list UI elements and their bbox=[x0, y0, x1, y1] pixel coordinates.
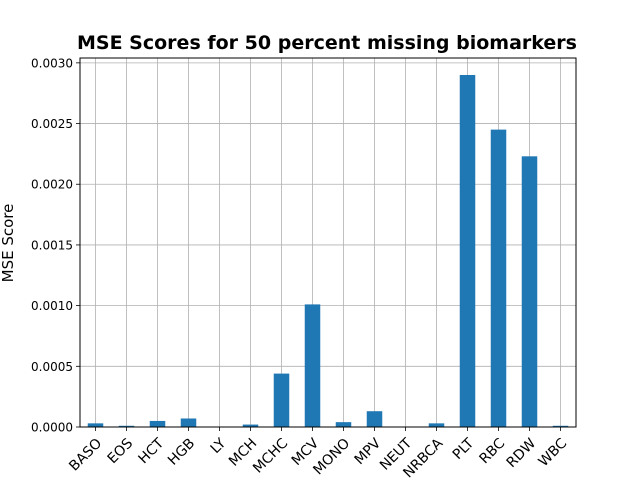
bar-mch bbox=[242, 424, 259, 427]
x-tick-label: BASO bbox=[66, 435, 105, 474]
bar-rbc bbox=[490, 129, 507, 428]
chart-title: MSE Scores for 50 percent missing biomar… bbox=[77, 32, 577, 54]
bar-mpv bbox=[366, 411, 383, 427]
plot-frame bbox=[79, 57, 577, 428]
bar-eos bbox=[118, 425, 135, 427]
x-tick-label: HCT bbox=[136, 435, 168, 467]
x-tick-label: WBC bbox=[536, 435, 571, 470]
bar-baso bbox=[87, 423, 104, 427]
y-tick-label: 0.0025 bbox=[31, 117, 73, 131]
bar-hgb bbox=[180, 418, 197, 427]
bar-nrbca bbox=[428, 423, 445, 427]
y-tick-label: 0.0010 bbox=[31, 299, 73, 313]
bar-rdw bbox=[521, 156, 538, 427]
x-tick-label: LY bbox=[208, 435, 230, 457]
bar-hct bbox=[149, 420, 166, 427]
y-axis-ticks: 0.0000 0.0005 0.0010 0.0015 0.0020 0.0025 0.00… bbox=[31, 56, 80, 435]
bar-mono bbox=[335, 422, 352, 427]
x-tick-label: PLT bbox=[450, 435, 478, 463]
x-tick-label: RBC bbox=[477, 435, 509, 467]
y-tick-label: 0.0030 bbox=[31, 56, 73, 70]
x-tick-label: HGB bbox=[165, 435, 198, 468]
bar-wbc bbox=[552, 425, 569, 427]
bar-mcv bbox=[304, 304, 321, 427]
y-tick-label: 0.0000 bbox=[31, 421, 73, 435]
x-tick-label: EOS bbox=[105, 435, 137, 467]
y-tick-label: 0.0005 bbox=[31, 360, 73, 374]
bar-plt bbox=[459, 74, 476, 428]
bars bbox=[87, 74, 569, 428]
bar-mchc bbox=[273, 373, 290, 427]
y-axis-label: MSE Score bbox=[0, 204, 17, 283]
y-tick-label: 0.0020 bbox=[31, 178, 73, 192]
x-tick-label: RDW bbox=[504, 435, 540, 471]
x-tick-label: MCHC bbox=[250, 435, 291, 476]
y-tick-label: 0.0015 bbox=[31, 238, 73, 252]
